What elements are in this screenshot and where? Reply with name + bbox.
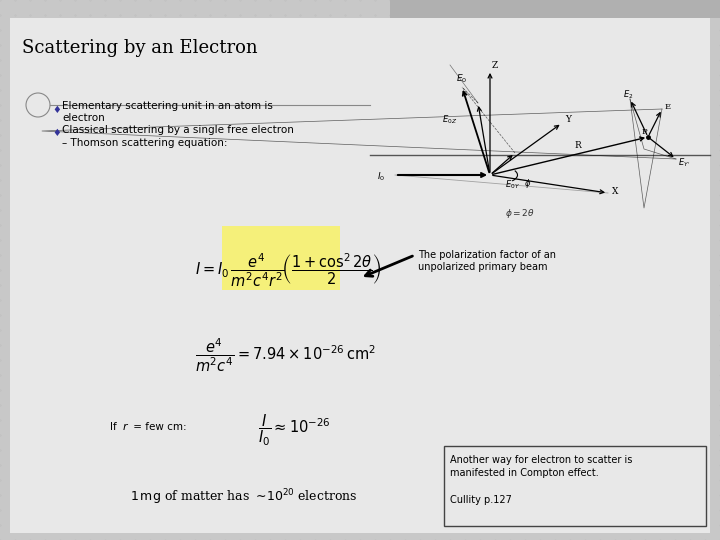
- Text: unpolarized primary beam: unpolarized primary beam: [418, 262, 547, 272]
- Text: Y: Y: [565, 116, 571, 125]
- Text: $E_{0Y}$: $E_{0Y}$: [505, 179, 520, 191]
- Text: $r$: $r$: [122, 422, 129, 433]
- Bar: [222, 226, 340, 290]
- Text: ♦: ♦: [52, 128, 60, 138]
- Text: If: If: [110, 422, 120, 432]
- Text: $E_{Y'}$: $E_{Y'}$: [678, 157, 690, 169]
- Text: $\dfrac{I}{I_0} \approx 10^{-26}$: $\dfrac{I}{I_0} \approx 10^{-26}$: [258, 413, 330, 448]
- Text: = few cm:: = few cm:: [130, 422, 186, 432]
- Text: ♦: ♦: [52, 105, 60, 115]
- Text: Elementary scattering unit in an atom is: Elementary scattering unit in an atom is: [62, 101, 273, 111]
- Text: $E_2$: $E_2$: [623, 89, 634, 102]
- Text: $\dfrac{e^4}{m^2c^4} = 7.94\times10^{-26}\,\mathrm{cm}^2$: $\dfrac{e^4}{m^2c^4} = 7.94\times10^{-26…: [195, 336, 376, 374]
- Text: Scattering by an Electron: Scattering by an Electron: [22, 39, 258, 57]
- Text: manifested in Compton effect.: manifested in Compton effect.: [450, 468, 599, 478]
- Text: $I_0$: $I_0$: [377, 171, 385, 183]
- Text: X: X: [612, 187, 618, 197]
- Text: Cullity p.127: Cullity p.127: [450, 495, 512, 505]
- Text: $\phi = 2\theta$: $\phi = 2\theta$: [505, 206, 535, 219]
- Text: Z: Z: [492, 60, 498, 70]
- Text: electron: electron: [62, 113, 104, 123]
- Text: $E_0$: $E_0$: [456, 73, 468, 85]
- Text: The polarization factor of an: The polarization factor of an: [418, 250, 556, 260]
- Text: $I = I_0\,\dfrac{e^4}{m^2c^4r^2}\!\left(\dfrac{1+\cos^2 2\theta}{2}\right)$: $I = I_0\,\dfrac{e^4}{m^2c^4r^2}\!\left(…: [195, 251, 382, 289]
- Text: R: R: [574, 141, 581, 151]
- Text: E: E: [665, 103, 671, 111]
- Text: P: P: [642, 128, 647, 136]
- Text: $1\,\mathrm{mg}$ of matter has $\sim\!10^{20}$ electrons: $1\,\mathrm{mg}$ of matter has $\sim\!10…: [130, 487, 358, 507]
- Text: Classical scattering by a single free electron: Classical scattering by a single free el…: [62, 125, 294, 135]
- Bar: [390, 0, 720, 18]
- Text: – Thomson scattering equation:: – Thomson scattering equation:: [62, 138, 228, 148]
- Text: $\phi$: $\phi$: [524, 177, 531, 190]
- Bar: [444, 446, 706, 526]
- Text: Another way for electron to scatter is: Another way for electron to scatter is: [450, 455, 632, 465]
- Text: $E_{0Z}$: $E_{0Z}$: [442, 114, 457, 126]
